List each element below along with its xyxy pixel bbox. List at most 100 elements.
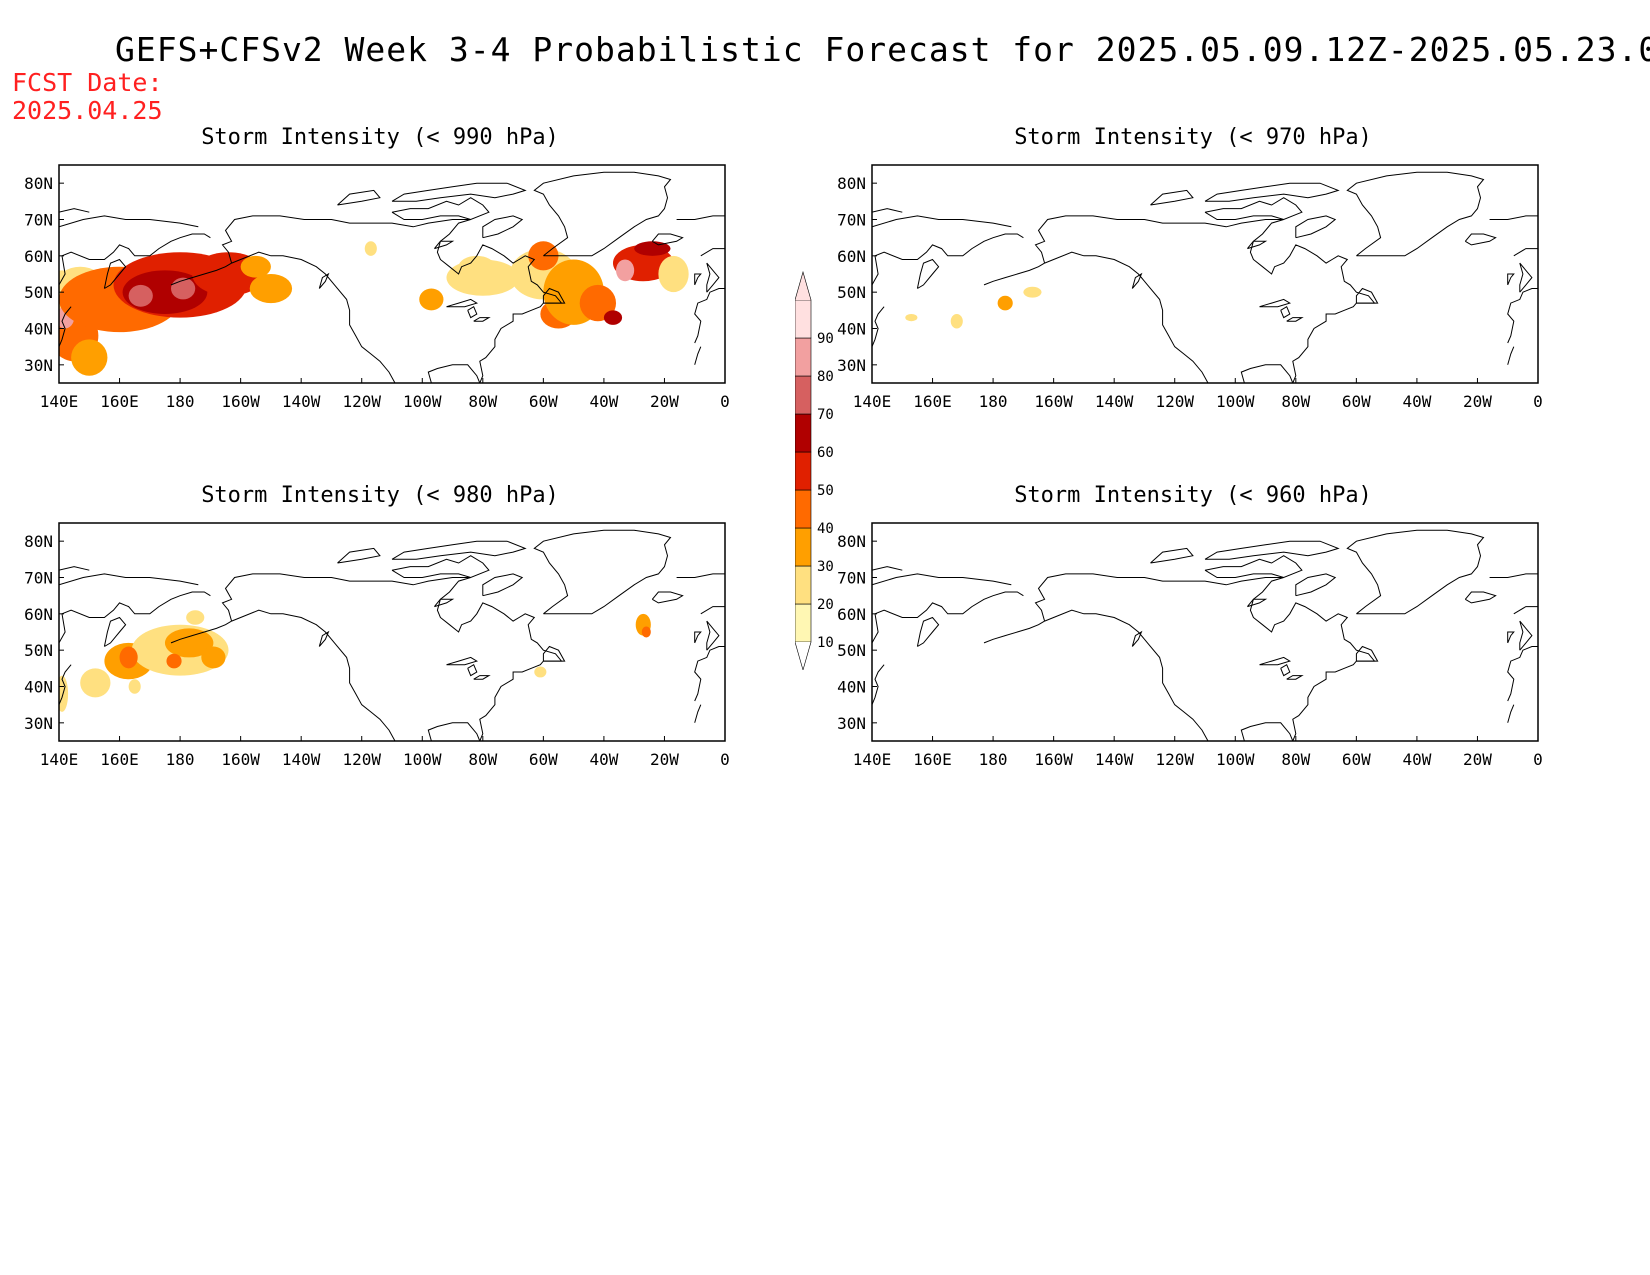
x-tick-label: 80W — [1281, 750, 1310, 769]
x-tick-label: 0 — [1533, 750, 1543, 769]
x-tick-label: 120W — [1155, 392, 1194, 411]
coastline — [1355, 645, 1379, 662]
probability-patch — [240, 255, 271, 278]
colorbar-label: 50 — [817, 483, 834, 499]
y-tick-label: 30N — [837, 356, 866, 375]
coastline — [318, 272, 330, 289]
x-tick-label: 20W — [1463, 750, 1492, 769]
coastline — [59, 664, 72, 705]
x-tick-label: 60W — [1342, 392, 1371, 411]
coastline — [1240, 364, 1294, 383]
colorbar-top-arrow — [795, 270, 812, 301]
x-tick-label: 160E — [100, 750, 139, 769]
y-tick-label: 70N — [837, 569, 866, 588]
x-tick-label: 60W — [1342, 750, 1371, 769]
coastline — [651, 233, 684, 246]
colorbar-segment — [795, 603, 812, 643]
y-tick-label: 70N — [24, 569, 53, 588]
x-tick-label: 80W — [468, 392, 497, 411]
probability-patch — [71, 339, 108, 376]
coastline — [1240, 722, 1294, 741]
coastline — [1507, 704, 1515, 723]
colorbar-label: 90 — [817, 331, 834, 347]
panel-storm-970: Storm Intensity (< 970 hPa) 140E 160E 180 1… — [813, 125, 1573, 425]
y-tick-label: 70N — [837, 211, 866, 230]
colorbar-label: 30 — [817, 559, 834, 575]
coastline — [872, 664, 885, 705]
coastline — [391, 555, 490, 579]
x-tick-label: 140W — [282, 392, 321, 411]
y-tick-label: 40N — [24, 678, 53, 697]
coastline — [676, 573, 725, 578]
coastline — [318, 630, 330, 647]
coastline — [1259, 656, 1292, 666]
coastline — [337, 547, 381, 564]
x-tick-label: 40W — [589, 750, 618, 769]
y-tick-label: 60N — [24, 605, 53, 624]
panel-title: Storm Intensity (< 990 hPa) — [201, 125, 559, 150]
coastline — [694, 704, 702, 723]
colorbar-segment — [795, 413, 812, 453]
coastline — [1044, 251, 1209, 383]
map-frame — [871, 522, 1539, 742]
coastline — [59, 591, 211, 644]
probability-patch — [641, 626, 651, 638]
coastline — [542, 287, 566, 304]
colorbar-label: 40 — [817, 521, 834, 537]
x-tick-label: 20W — [650, 750, 679, 769]
x-tick-label: 60W — [529, 750, 558, 769]
x-tick-label: 100W — [1216, 392, 1255, 411]
x-tick-label: 140E — [40, 750, 79, 769]
probability-patch — [634, 241, 671, 256]
coastline — [59, 208, 90, 213]
coastline — [1204, 197, 1303, 221]
panel-title: Storm Intensity (< 980 hPa) — [201, 483, 559, 508]
coastline — [1034, 215, 1376, 383]
x-tick-label: 120W — [342, 392, 381, 411]
coastline — [473, 675, 491, 680]
coastline — [473, 317, 491, 322]
x-tick-label: 0 — [720, 750, 730, 769]
coastline — [59, 306, 72, 347]
coastline — [694, 631, 702, 644]
probability-patch — [186, 610, 205, 625]
main-title: GEFS+CFSv2 Week 3-4 Probabilistic Foreca… — [115, 30, 1650, 69]
coastline — [1131, 630, 1143, 647]
y-tick-label: 30N — [24, 714, 53, 733]
coastline — [1150, 547, 1194, 564]
coastline — [434, 240, 455, 250]
probability-patch — [201, 646, 226, 669]
y-tick-label: 80N — [24, 532, 53, 551]
y-tick-label: 60N — [24, 247, 53, 266]
y-tick-label: 60N — [837, 605, 866, 624]
coastline — [983, 620, 1045, 644]
coastline — [1131, 272, 1143, 289]
y-tick-label: 50N — [837, 641, 866, 660]
probability-patch — [534, 666, 547, 678]
coastline — [482, 215, 524, 239]
coastline — [1150, 189, 1194, 206]
x-tick-label: 40W — [1402, 750, 1431, 769]
coastline — [1507, 346, 1515, 365]
x-tick-label: 80W — [1281, 392, 1310, 411]
y-tick-label: 50N — [837, 283, 866, 302]
coastline — [1044, 609, 1209, 741]
x-tick-label: 20W — [650, 392, 679, 411]
x-tick-label: 140W — [1095, 392, 1134, 411]
x-tick-label: 40W — [1402, 392, 1431, 411]
x-tick-label: 40W — [589, 392, 618, 411]
x-tick-label: 140W — [282, 750, 321, 769]
x-tick-label: 160W — [221, 750, 260, 769]
coastline — [59, 233, 211, 286]
coastline — [1247, 240, 1268, 250]
coastline — [59, 566, 90, 571]
x-tick-label: 180 — [979, 750, 1008, 769]
coastline — [1507, 646, 1538, 702]
coastline — [1259, 298, 1292, 308]
y-tick-label: 30N — [24, 356, 53, 375]
coastline — [872, 208, 903, 213]
x-tick-label: 120W — [1155, 750, 1194, 769]
x-tick-label: 160W — [221, 392, 260, 411]
colorbar-label: 10 — [817, 635, 834, 651]
coastline — [1346, 529, 1485, 615]
